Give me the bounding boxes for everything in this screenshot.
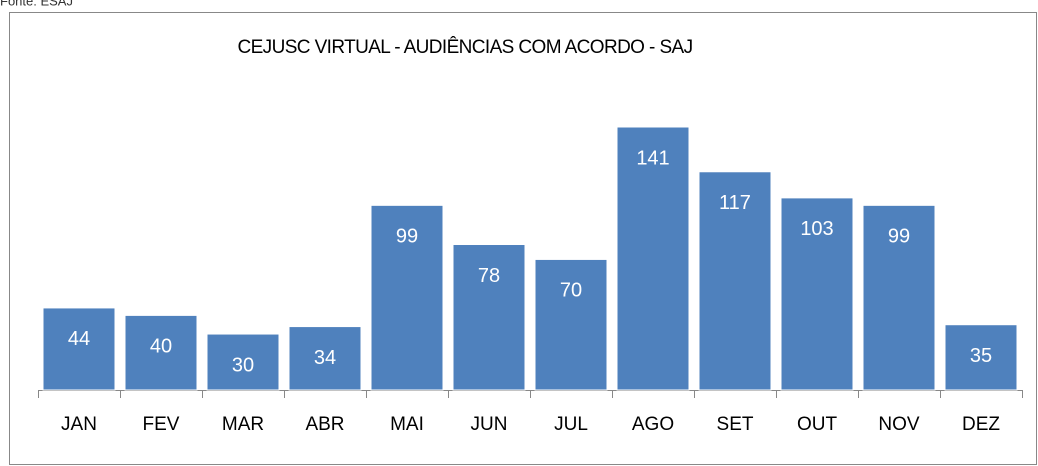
bar bbox=[452, 244, 526, 391]
data-label: 99 bbox=[396, 226, 418, 248]
chart-border bbox=[9, 12, 1037, 465]
bar bbox=[616, 126, 690, 391]
bar bbox=[370, 204, 444, 391]
x-tick-label: JUL bbox=[554, 414, 588, 435]
x-tick-label: AGO bbox=[632, 414, 674, 435]
data-label: 30 bbox=[232, 354, 254, 376]
bar bbox=[780, 197, 854, 391]
data-label: 35 bbox=[970, 345, 992, 367]
data-label: 141 bbox=[636, 147, 669, 169]
x-tick-label: OUT bbox=[797, 414, 838, 435]
x-tick-label: FEV bbox=[143, 414, 180, 435]
x-tick-label: SET bbox=[717, 414, 754, 435]
x-tick-label: DEZ bbox=[962, 414, 1000, 435]
data-label: 40 bbox=[150, 336, 172, 358]
bar bbox=[698, 171, 772, 391]
x-tick-label: ABR bbox=[305, 414, 344, 435]
data-label: 103 bbox=[800, 218, 833, 240]
chart-title: CEJUSC VIRTUAL - AUDIÊNCIAS COM ACORDO -… bbox=[237, 36, 692, 58]
bar bbox=[42, 307, 116, 391]
x-tick-label: MAR bbox=[222, 414, 264, 435]
bar bbox=[206, 333, 280, 391]
data-label: 78 bbox=[478, 265, 500, 287]
x-tick-label: JUN bbox=[471, 414, 508, 435]
x-tick-label: JAN bbox=[61, 414, 97, 435]
x-tick-label: NOV bbox=[878, 414, 920, 435]
data-label: 34 bbox=[314, 347, 336, 369]
source-note: Fonte: ESAJ bbox=[0, 0, 73, 8]
bar bbox=[944, 324, 1018, 391]
data-label: 70 bbox=[560, 280, 582, 302]
bar bbox=[534, 258, 608, 391]
bar bbox=[862, 204, 936, 391]
bar bbox=[288, 326, 362, 391]
data-label: 44 bbox=[68, 328, 90, 350]
data-label: 99 bbox=[888, 226, 910, 248]
bar bbox=[124, 314, 198, 391]
data-label: 117 bbox=[719, 192, 751, 214]
x-tick-label: MAI bbox=[390, 414, 424, 435]
